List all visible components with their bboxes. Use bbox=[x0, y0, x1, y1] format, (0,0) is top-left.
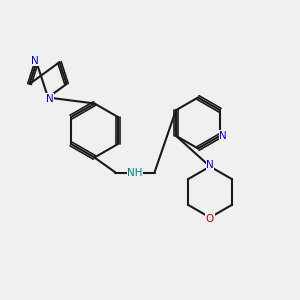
Text: NH: NH bbox=[127, 167, 143, 178]
Text: N: N bbox=[219, 131, 227, 141]
Text: N: N bbox=[206, 160, 214, 170]
Text: N: N bbox=[46, 94, 53, 104]
Text: O: O bbox=[206, 214, 214, 224]
Text: N: N bbox=[31, 56, 39, 66]
